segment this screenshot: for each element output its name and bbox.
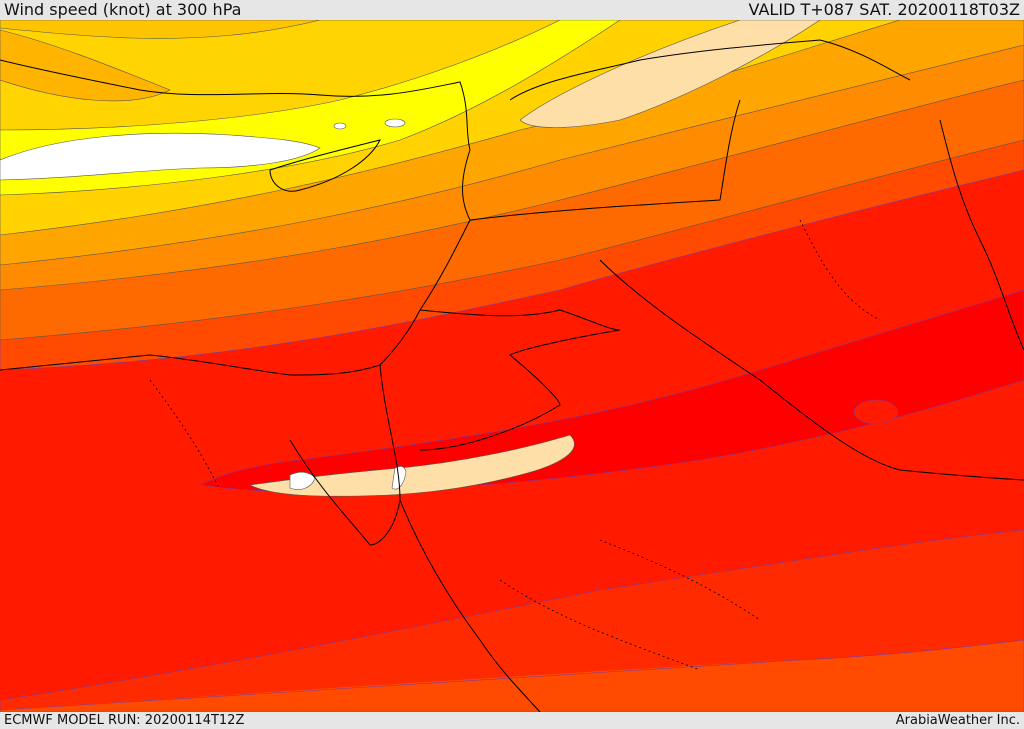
wind-max-small-2 — [333, 122, 347, 130]
map-footer: ECMWF MODEL RUN: 20200114T12Z ArabiaWeat… — [0, 712, 1024, 729]
coastline-persian-gulf — [939, 119, 1024, 351]
model-run-label: ECMWF MODEL RUN: 20200114T12Z — [4, 713, 245, 728]
wind-band-south-2 — [0, 639, 1024, 712]
brand-label: ArabiaWeather Inc. — [895, 713, 1020, 728]
wind-max-small-1 — [384, 118, 406, 128]
wind-pocket-east — [853, 399, 899, 425]
coastline-black-sea — [509, 39, 911, 101]
wind-max-west — [0, 132, 321, 181]
wind-field-svg — [0, 20, 1024, 712]
coastline-levant — [0, 219, 471, 376]
wind-speed-map[interactable] — [0, 20, 1024, 712]
island-cyprus — [269, 139, 381, 192]
wind-band-east-deep — [199, 289, 1024, 493]
coastline-anatolia — [0, 59, 471, 221]
border-iraq — [599, 259, 1024, 481]
border-jordan — [419, 309, 621, 451]
map-title: Wind speed (knot) at 300 hPa — [4, 0, 242, 19]
wind-band-n8 — [0, 20, 321, 39]
wind-band-nw-pocket — [0, 29, 171, 102]
map-header: Wind speed (knot) at 300 hPa VALID T+087… — [0, 0, 1024, 20]
valid-time: VALID T+087 SAT. 20200118T03Z — [748, 0, 1020, 19]
wind-band-n7 — [0, 20, 561, 131]
border-syria — [469, 99, 741, 221]
wind-jet-core-central — [249, 434, 575, 497]
coastline-red-sea — [289, 364, 541, 712]
